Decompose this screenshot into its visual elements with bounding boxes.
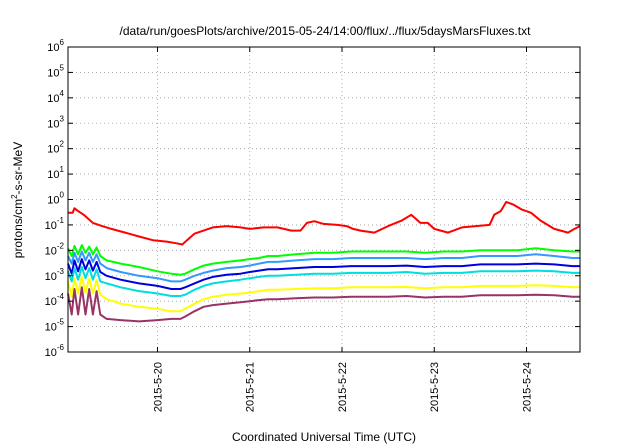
y-tick-label: 101: [47, 165, 64, 181]
y-tick-label: 104: [47, 89, 64, 105]
series-group: [68, 202, 580, 321]
x-tick-label: 2015-5-20: [152, 362, 164, 412]
y-tick-label: 10-3: [45, 267, 65, 283]
series-line-6: [68, 277, 580, 311]
y-axis-label: protons/cm2-s-sr-MeV: [10, 142, 25, 258]
x-axis: 2015-5-20 2015-5-21 2015-5-22 2015-5-23 2015…: [152, 47, 533, 412]
series-line-1: [68, 202, 580, 245]
x-axis-label: Coordinated Universal Time (UTC): [232, 430, 416, 444]
grid-lines: [68, 47, 580, 352]
flux-chart: /data/run/goesPlots/archive/2015-05-24/1…: [0, 0, 640, 448]
y-tick-label: 102: [47, 140, 64, 156]
y-tick-label: 10-5: [45, 318, 65, 334]
chart-title: /data/run/goesPlots/archive/2015-05-24/1…: [120, 24, 532, 38]
series-line-5: [68, 267, 580, 296]
x-tick-label: 2015-5-21: [245, 362, 257, 412]
y-axis: 106 105 104 103 102 101 100 10-1 10-2 10-3 10-4 10-…: [45, 38, 580, 359]
x-tick-label: 2015-5-22: [337, 362, 349, 412]
y-tick-label: 10-6: [45, 343, 65, 359]
x-tick-label: 2015-5-24: [521, 362, 533, 412]
y-tick-label: 105: [47, 63, 64, 79]
y-tick-label: 10-1: [45, 216, 65, 232]
y-axis-label-rest: -s-sr-MeV: [11, 142, 25, 195]
y-tick-label: 10-4: [45, 292, 65, 308]
y-tick-label: 100: [47, 191, 64, 207]
y-tick-label: 10-2: [45, 241, 65, 257]
y-tick-label: 103: [47, 114, 64, 130]
y-tick-label: 106: [47, 38, 64, 54]
x-tick-label: 2015-5-23: [429, 362, 441, 412]
y-axis-label-main: protons/cm: [11, 199, 25, 258]
